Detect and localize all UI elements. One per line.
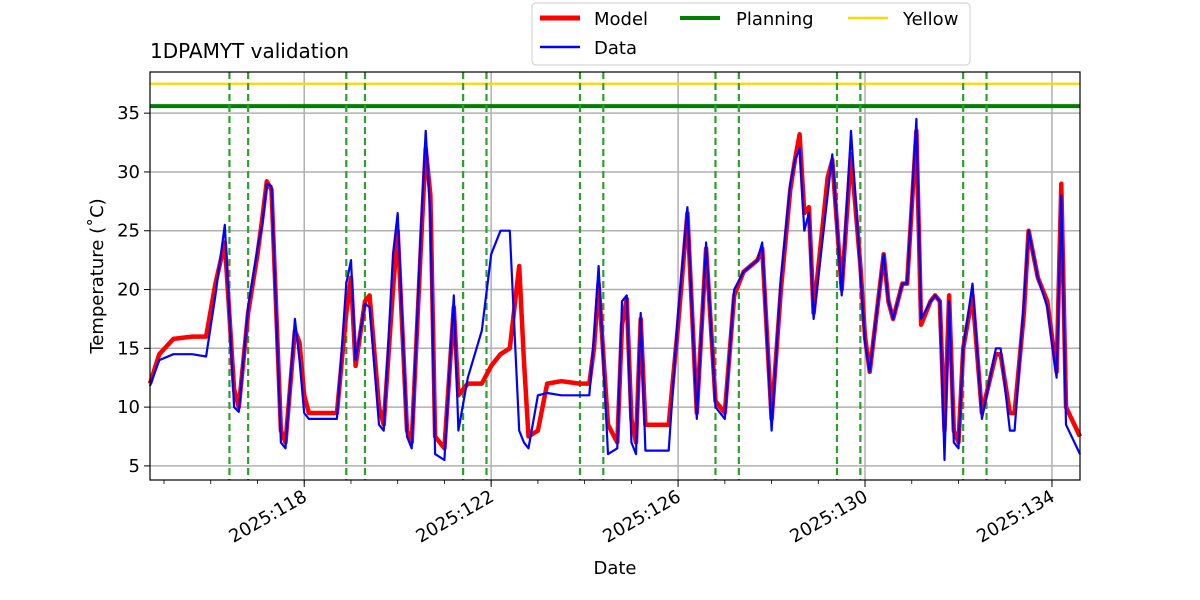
grid-lines <box>150 72 1080 480</box>
y-axis-title: Temperature (˚C) <box>87 198 108 354</box>
threshold-lines <box>150 82 1080 109</box>
y-tick-label: 20 <box>117 280 140 301</box>
y-tick-label: 5 <box>129 456 140 477</box>
y-tick-label: 15 <box>117 338 140 359</box>
legend-label-planning: Planning <box>736 9 814 30</box>
legend-label-yellow: Yellow <box>902 9 958 30</box>
x-axis-title: Date <box>593 558 636 579</box>
chart-title: 1DPAMYT validation <box>150 39 349 63</box>
y-tick-label: 25 <box>117 221 140 242</box>
series-line-data <box>148 117 1081 462</box>
y-tick-label: 30 <box>117 162 140 183</box>
y-tick-label: 10 <box>117 397 140 418</box>
legend-label-data: Data <box>594 38 637 59</box>
x-tick-label: 2025:134 <box>973 486 1058 547</box>
x-tick-label: 2025:122 <box>412 486 497 547</box>
legend-label-model: Model <box>594 9 648 30</box>
y-tick-label: 35 <box>117 103 140 124</box>
x-tick-label: 2025:126 <box>599 486 684 547</box>
x-tick-label: 2025:118 <box>226 486 311 547</box>
series-lines <box>147 117 1083 462</box>
legend: Model Data Planning Yellow <box>531 2 971 66</box>
plot-frame <box>149 71 1081 481</box>
x-tick-label: 2025:130 <box>786 486 871 547</box>
